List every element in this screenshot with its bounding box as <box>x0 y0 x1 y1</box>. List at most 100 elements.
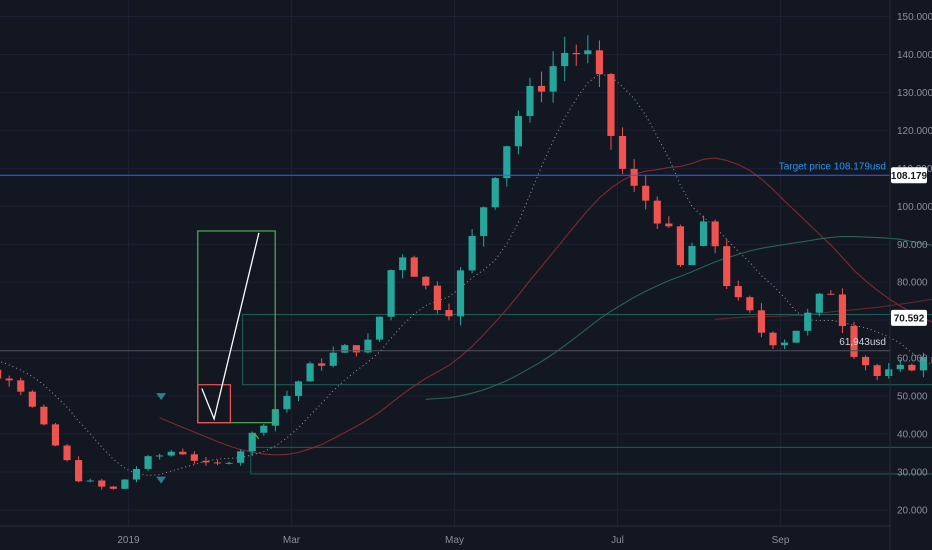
candle <box>260 423 268 436</box>
candle-body <box>688 245 696 266</box>
candle-body <box>723 246 731 287</box>
candle <box>827 290 835 295</box>
ma-longest <box>715 298 932 320</box>
projection-path-1 <box>201 232 260 422</box>
candle <box>433 281 441 314</box>
target-price-tag: 108.179 <box>891 167 928 184</box>
candle <box>156 453 164 460</box>
candle-body <box>0 369 2 379</box>
candle <box>422 275 430 290</box>
y-tick-label: 140.000 <box>897 50 932 61</box>
candle-body <box>642 185 650 201</box>
ma-medium <box>159 157 932 456</box>
candle-body <box>537 85 546 92</box>
candle <box>248 431 256 456</box>
candle-body <box>607 74 615 136</box>
candle <box>17 377 25 396</box>
candle-body <box>780 342 789 346</box>
candle-body <box>422 276 430 286</box>
candle-body <box>445 310 453 317</box>
candle <box>665 216 673 228</box>
candle-body <box>109 486 117 489</box>
candle <box>491 177 499 210</box>
candle <box>757 303 766 338</box>
candle <box>0 369 2 379</box>
candle-body <box>156 455 164 457</box>
candle-body <box>653 200 661 224</box>
candle <box>572 44 580 66</box>
candle-body <box>827 293 835 295</box>
candle-body <box>341 345 349 353</box>
candle-body <box>665 223 673 227</box>
candle <box>318 358 326 371</box>
candle-body <box>17 380 25 392</box>
candle-body <box>676 226 685 266</box>
candle-body <box>919 357 928 371</box>
candle <box>179 448 187 455</box>
candle <box>549 51 557 103</box>
candle <box>595 40 603 88</box>
y-tick-label: 130.000 <box>897 88 932 99</box>
y-tick-label: 40.000 <box>897 430 928 441</box>
target-price-label: Target price 108.179usd <box>779 161 886 172</box>
candle <box>5 375 13 387</box>
y-tick-label: 20.000 <box>897 505 928 516</box>
ma-long <box>425 235 932 400</box>
candle <box>329 346 337 368</box>
candle <box>306 361 314 382</box>
candle-body <box>838 294 847 326</box>
candle-body <box>318 363 326 366</box>
candle <box>375 316 384 343</box>
candle-body <box>561 52 569 67</box>
candle-body <box>179 451 187 455</box>
candle-body <box>769 332 777 346</box>
candle <box>480 206 488 247</box>
candle <box>468 229 476 274</box>
candle <box>28 390 36 408</box>
candle-body <box>213 462 222 464</box>
candle <box>341 343 349 353</box>
projection-box-1 <box>197 230 276 424</box>
candle <box>885 362 893 379</box>
candle <box>456 267 465 326</box>
candle <box>86 478 94 483</box>
candle <box>121 479 129 490</box>
candle-body <box>5 378 13 381</box>
candle-body <box>202 460 210 463</box>
candle <box>896 359 904 373</box>
y-tick-label: 150.000 <box>897 12 932 23</box>
candle-body <box>387 270 395 317</box>
candle-body <box>352 345 360 353</box>
candle-body <box>468 236 476 271</box>
level-label: 61,943usd <box>839 337 886 348</box>
stop-box-1 <box>197 384 231 424</box>
candle-body <box>572 52 580 55</box>
y-tick-label: 120.000 <box>897 126 932 137</box>
candle <box>584 35 592 64</box>
candle-body <box>503 146 511 179</box>
candle <box>607 72 615 150</box>
marker-down-1 <box>156 393 167 401</box>
candle-body <box>121 479 129 489</box>
moving-averages <box>0 73 932 476</box>
candle-body <box>804 312 812 331</box>
candle-body <box>491 178 499 208</box>
candle-body <box>526 85 534 117</box>
target-price-tag-text: 108.179 <box>891 171 928 182</box>
candle <box>861 355 870 371</box>
candle-body <box>75 460 83 482</box>
candle-body <box>630 168 638 186</box>
candle-body <box>873 365 881 376</box>
candle <box>98 478 106 490</box>
candle <box>410 255 418 277</box>
candle <box>364 333 372 354</box>
candle <box>167 449 175 457</box>
candle <box>213 459 222 466</box>
candle <box>804 308 812 336</box>
x-tick-label: May <box>445 535 464 546</box>
candle <box>109 486 117 490</box>
target-price-tag-bg <box>891 167 927 184</box>
candle-body <box>283 395 291 410</box>
candle <box>399 254 407 279</box>
